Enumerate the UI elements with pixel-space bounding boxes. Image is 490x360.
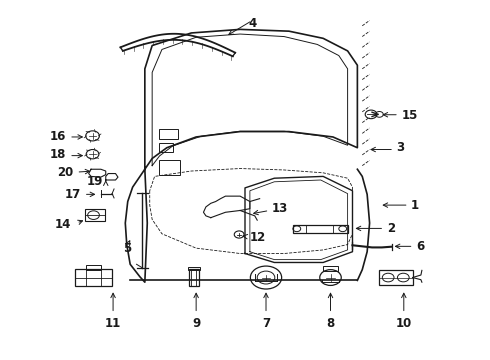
Text: 14: 14: [54, 218, 71, 231]
Text: 11: 11: [105, 317, 121, 330]
Text: 12: 12: [250, 231, 266, 244]
Bar: [188, 267, 199, 270]
Bar: [293, 225, 347, 233]
Text: 5: 5: [123, 242, 131, 255]
Text: 8: 8: [326, 317, 335, 330]
Text: 18: 18: [49, 148, 66, 161]
Text: 10: 10: [395, 317, 412, 330]
Text: 17: 17: [64, 188, 80, 201]
Bar: [379, 270, 413, 285]
Text: 6: 6: [416, 240, 424, 253]
Bar: [323, 266, 338, 271]
Text: 16: 16: [49, 130, 66, 144]
Text: 3: 3: [396, 141, 405, 154]
Bar: [75, 269, 112, 286]
Text: 1: 1: [411, 199, 419, 212]
Text: 9: 9: [192, 317, 200, 330]
Bar: [189, 269, 198, 286]
Text: 15: 15: [401, 109, 418, 122]
Text: 19: 19: [86, 175, 102, 188]
Text: 20: 20: [57, 166, 73, 179]
Bar: [159, 129, 178, 139]
Text: 4: 4: [248, 17, 256, 30]
Bar: [159, 160, 180, 175]
Text: 2: 2: [387, 222, 395, 235]
Text: 7: 7: [262, 317, 270, 330]
Bar: [85, 209, 105, 221]
Text: 13: 13: [272, 202, 288, 215]
Bar: [159, 143, 173, 152]
Bar: [86, 265, 101, 270]
